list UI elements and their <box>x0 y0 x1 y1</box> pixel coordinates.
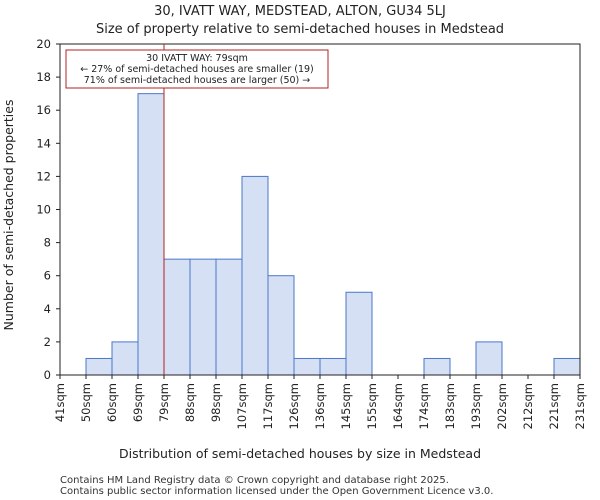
x-axis: 41sqm 50sqm 60sqm 69sqm 79sqm 88sqm 98sqm 107sq… <box>53 375 587 429</box>
y-tick-label: 18 <box>36 70 51 84</box>
plot-frame <box>59 43 581 376</box>
bar-60sqm <box>111 341 139 376</box>
x-tick-label-174sqm: 174sqm <box>417 383 431 429</box>
annotation-line-3: 71% of semi-detached houses are larger (… <box>84 75 311 86</box>
bar-221sqm <box>553 357 581 376</box>
x-axis-label: Distribution of semi-detached houses by … <box>119 446 481 461</box>
bar-126sqm <box>293 357 321 376</box>
annotation-line-1: 30 IVATT WAY: 79sqm <box>146 53 248 64</box>
annotation-frame <box>65 49 329 89</box>
y-tick-label: 4 <box>44 302 51 316</box>
x-tick-label-221sqm: 221sqm <box>547 383 561 429</box>
y-tick-label: 6 <box>44 269 51 283</box>
x-tick-label-212sqm: 212sqm <box>521 383 535 429</box>
x-tick-label-79sqm: 79sqm <box>157 383 171 422</box>
chart-title: 30, IVATT WAY, MEDSTEAD, ALTON, GU34 5LJ <box>154 4 446 19</box>
x-tick-label-202sqm: 202sqm <box>495 383 509 429</box>
bar-174sqm <box>423 357 451 376</box>
x-tick-label-145sqm: 145sqm <box>339 383 353 429</box>
bar-79sqm <box>163 258 191 376</box>
x-tick-label-155sqm: 155sqm <box>365 383 379 429</box>
x-tick-label-41sqm: 41sqm <box>53 383 67 422</box>
bar-88sqm <box>189 258 217 376</box>
x-tick-label-193sqm: 193sqm <box>469 383 483 429</box>
y-tick-label: 0 <box>44 368 51 382</box>
y-tick-label: 20 <box>36 37 51 51</box>
bar-145sqm <box>345 291 373 376</box>
x-tick-label-136sqm: 136sqm <box>313 383 327 429</box>
y-tick-label: 2 <box>44 335 51 349</box>
x-tick-label-88sqm: 88sqm <box>183 383 197 422</box>
x-tick-label-60sqm: 60sqm <box>105 383 119 422</box>
annotation-box: 30 IVATT WAY: 79sqm ← 27% of semi-detach… <box>65 49 329 89</box>
bar-117sqm <box>267 275 295 376</box>
annotation-line-2: ← 27% of semi-detached houses are smalle… <box>80 64 314 75</box>
bar-193sqm <box>475 341 503 376</box>
bar-107sqm <box>241 175 269 376</box>
y-tick-label: 10 <box>36 203 51 217</box>
y-axis-label: Number of semi-detached properties <box>1 100 16 331</box>
bar-136sqm <box>319 357 347 376</box>
bar-50sqm <box>85 357 113 376</box>
x-tick-label-98sqm: 98sqm <box>209 383 223 422</box>
x-tick-label-69sqm: 69sqm <box>131 383 145 422</box>
x-tick-label-164sqm: 164sqm <box>391 383 405 429</box>
y-axis: 0 2 4 6 8 10 12 14 16 18 20 <box>36 37 60 382</box>
y-tick-label: 8 <box>44 236 51 250</box>
footer-line-2: Contains public sector information licen… <box>60 486 493 497</box>
y-tick-label: 16 <box>36 103 51 117</box>
x-tick-label-107sqm: 107sqm <box>235 383 249 429</box>
footer-line-1: Contains HM Land Registry data © Crown c… <box>60 475 449 486</box>
x-tick-label-50sqm: 50sqm <box>79 383 93 422</box>
x-tick-label-126sqm: 126sqm <box>287 383 301 429</box>
x-tick-label-117sqm: 117sqm <box>261 383 275 429</box>
bars-group <box>85 93 581 376</box>
x-tick-label-183sqm: 183sqm <box>443 383 457 429</box>
y-tick-label: 12 <box>36 169 51 183</box>
bar-98sqm <box>215 258 243 376</box>
x-tick-label-231sqm: 231sqm <box>573 383 587 429</box>
y-tick-label: 14 <box>36 136 51 150</box>
chart-subtitle: Size of property relative to semi-detach… <box>96 22 504 37</box>
bar-69sqm <box>137 93 165 376</box>
